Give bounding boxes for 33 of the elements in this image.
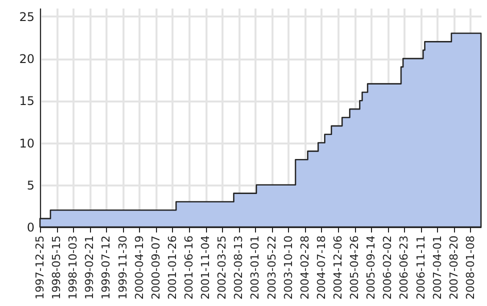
x-tick-label: 2007-04-01 [430, 236, 444, 300]
x-tick-label: 1999-02-21 [83, 236, 96, 300]
x-tick-label: 1997-12-25 [34, 236, 46, 300]
y-tick-label: 5 [26, 178, 34, 192]
x-tick-label: 1998-10-03 [66, 236, 80, 300]
x-tick-label: 2000-04-19 [132, 236, 146, 300]
x-tick-label: 2003-05-22 [265, 236, 278, 300]
x-tick-label: 2007-08-20 [447, 236, 460, 300]
y-tick-label: 25 [19, 10, 34, 24]
y-tick-label: 15 [19, 94, 34, 108]
y-tick-label: 20 [19, 52, 34, 66]
x-tick-label: 2004-12-06 [331, 236, 344, 300]
x-tick-label: 2008-01-08 [464, 236, 477, 300]
y-tick-label: 0 [26, 220, 34, 234]
x-tick-label: 2001-01-26 [166, 236, 179, 300]
x-tick-label: 2006-11-11 [414, 236, 428, 300]
x-tick-label: 1998-05-15 [50, 236, 64, 300]
x-tick-label: 2004-07-18 [314, 236, 328, 300]
x-tick-label: 2003-01-01 [248, 236, 262, 300]
x-tick-label: 2002-03-25 [216, 236, 229, 300]
x-tick-label: 2001-06-16 [182, 236, 196, 300]
x-tick-label: 1999-07-12 [100, 236, 113, 300]
x-tick-label: 2005-09-14 [364, 236, 378, 300]
x-tick-label: 2000-09-07 [149, 236, 162, 300]
x-tick-label: 2006-02-02 [381, 236, 394, 300]
x-tick-label: 2001-11-04 [199, 236, 212, 300]
y-tick-label: 10 [19, 136, 34, 150]
x-tick-label: 2004-02-28 [298, 236, 312, 300]
x-tick-label: 2003-10-10 [282, 236, 295, 300]
x-tick-label: 2005-04-26 [348, 236, 362, 300]
x-tick-label: 2002-08-13 [232, 236, 246, 300]
x-tick-label: 2006-06-23 [398, 236, 411, 300]
x-tick-label: 1999-11-30 [116, 236, 130, 300]
